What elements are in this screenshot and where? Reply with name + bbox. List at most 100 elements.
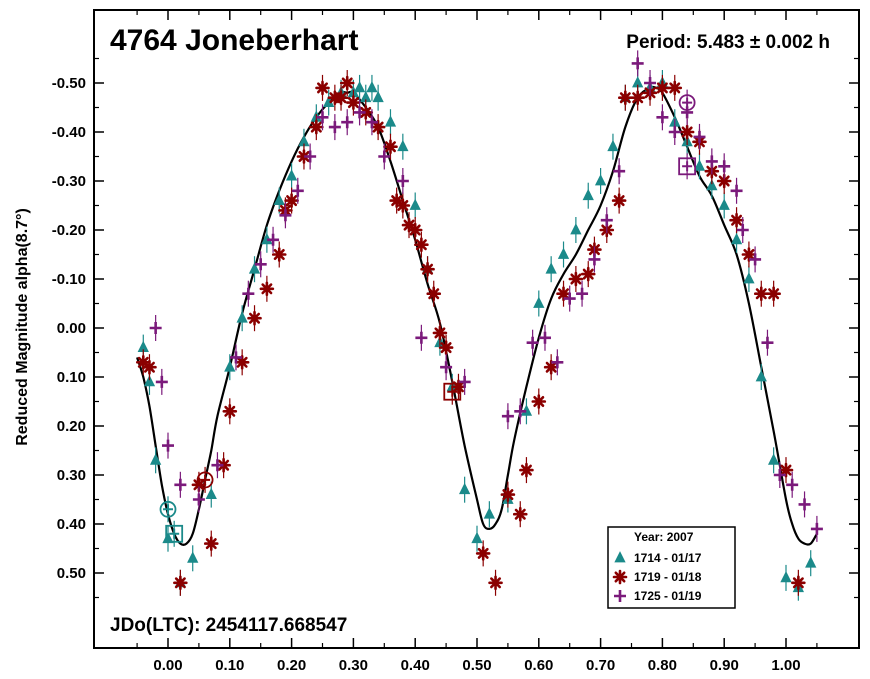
data-point xyxy=(791,575,806,591)
data-point xyxy=(749,253,762,266)
data-point xyxy=(778,462,794,478)
data-point xyxy=(229,351,242,364)
data-point xyxy=(165,524,184,543)
data-point xyxy=(613,165,626,178)
data-point xyxy=(655,80,670,96)
data-point xyxy=(315,80,330,96)
data-point xyxy=(761,336,774,349)
x-tick-label: 0.00 xyxy=(153,657,182,674)
data-point xyxy=(222,404,238,419)
legend-label: 1725 - 01/19 xyxy=(634,589,702,603)
data-point xyxy=(580,266,596,282)
data-point xyxy=(205,487,217,500)
y-tick-label: 0.40 xyxy=(57,516,86,533)
data-point xyxy=(211,459,224,472)
data-point xyxy=(679,124,695,140)
y-tick-label: -0.30 xyxy=(52,173,86,190)
data-point xyxy=(285,169,298,181)
y-tick-label: 0.50 xyxy=(57,565,86,582)
data-point xyxy=(203,536,219,551)
data-point xyxy=(730,184,743,197)
data-point xyxy=(316,111,329,124)
data-point xyxy=(438,340,454,355)
data-point xyxy=(149,453,162,465)
data-point xyxy=(451,379,466,395)
data-point xyxy=(594,174,607,186)
data-point xyxy=(538,331,551,344)
data-point xyxy=(395,198,411,213)
data-point xyxy=(718,160,731,173)
data-point xyxy=(236,311,248,323)
y-tick-label: 0.20 xyxy=(57,418,86,435)
data-point xyxy=(729,212,744,228)
data-point xyxy=(414,237,429,252)
x-tick-label: 0.30 xyxy=(339,657,368,674)
y-tick-label: 0.30 xyxy=(57,467,86,484)
data-point xyxy=(409,198,421,210)
legend-label: 1719 - 01/18 xyxy=(634,570,702,584)
data-point xyxy=(187,551,199,563)
data-point xyxy=(142,359,157,375)
data-point xyxy=(656,111,669,124)
data-point xyxy=(370,119,386,135)
legend-marker xyxy=(614,590,626,602)
data-point xyxy=(174,478,187,491)
axis-ticks: 0.00 0.10 0.20 0.30 0.40 0.50 0.60 0.70 0.80 0.90… xyxy=(52,10,859,674)
legend: Year: 2007 1714 - 01/17 1719 - 01/18 1725 … xyxy=(607,526,736,609)
data-point xyxy=(284,193,299,208)
data-point xyxy=(407,222,423,238)
data-point xyxy=(588,253,601,266)
data-point xyxy=(668,126,681,138)
data-point xyxy=(618,90,633,105)
data-point xyxy=(440,361,453,374)
x-tick-label: 1.00 xyxy=(771,657,800,674)
data-point xyxy=(383,139,398,154)
data-point xyxy=(678,157,697,176)
data-point xyxy=(279,209,292,222)
x-tick-label: 0.40 xyxy=(401,657,430,674)
data-point xyxy=(224,360,236,372)
y-tick-label: 0.00 xyxy=(57,320,86,337)
data-point xyxy=(533,296,545,308)
data-point xyxy=(483,507,496,519)
data-point xyxy=(192,493,205,506)
data-point xyxy=(443,382,462,401)
data-point xyxy=(563,292,576,305)
data-point xyxy=(644,77,657,89)
y-tick-label: 0.10 xyxy=(57,369,86,386)
data-point xyxy=(736,224,749,236)
x-tick-label: 0.20 xyxy=(277,657,306,674)
data-point xyxy=(358,105,374,120)
data-point xyxy=(810,522,823,535)
legend-title: Year: 2007 xyxy=(634,530,694,544)
data-point xyxy=(353,106,366,119)
x-tick-label: 0.90 xyxy=(710,657,739,674)
data-point xyxy=(259,281,275,297)
data-point xyxy=(366,81,378,93)
data-point xyxy=(667,80,683,96)
data-point xyxy=(557,247,570,259)
data-point xyxy=(718,198,730,210)
data-point xyxy=(415,331,428,344)
data-point xyxy=(328,121,341,134)
data-point xyxy=(234,355,250,370)
data-point xyxy=(519,462,534,478)
data-point xyxy=(304,150,317,163)
data-point xyxy=(149,322,162,334)
data-point xyxy=(741,247,757,262)
x-tick-label: 0.50 xyxy=(462,657,491,674)
data-point xyxy=(196,471,214,489)
data-point xyxy=(397,139,409,152)
data-point xyxy=(420,261,435,277)
data-point xyxy=(773,469,786,481)
data-point xyxy=(706,179,718,191)
data-point xyxy=(159,500,177,518)
data-point xyxy=(471,531,483,544)
data-point xyxy=(551,356,564,369)
data-point xyxy=(526,336,539,349)
data-point xyxy=(568,271,584,287)
data-point xyxy=(365,116,378,129)
data-point xyxy=(766,286,781,301)
data-point xyxy=(570,223,582,235)
data-point xyxy=(341,116,354,129)
